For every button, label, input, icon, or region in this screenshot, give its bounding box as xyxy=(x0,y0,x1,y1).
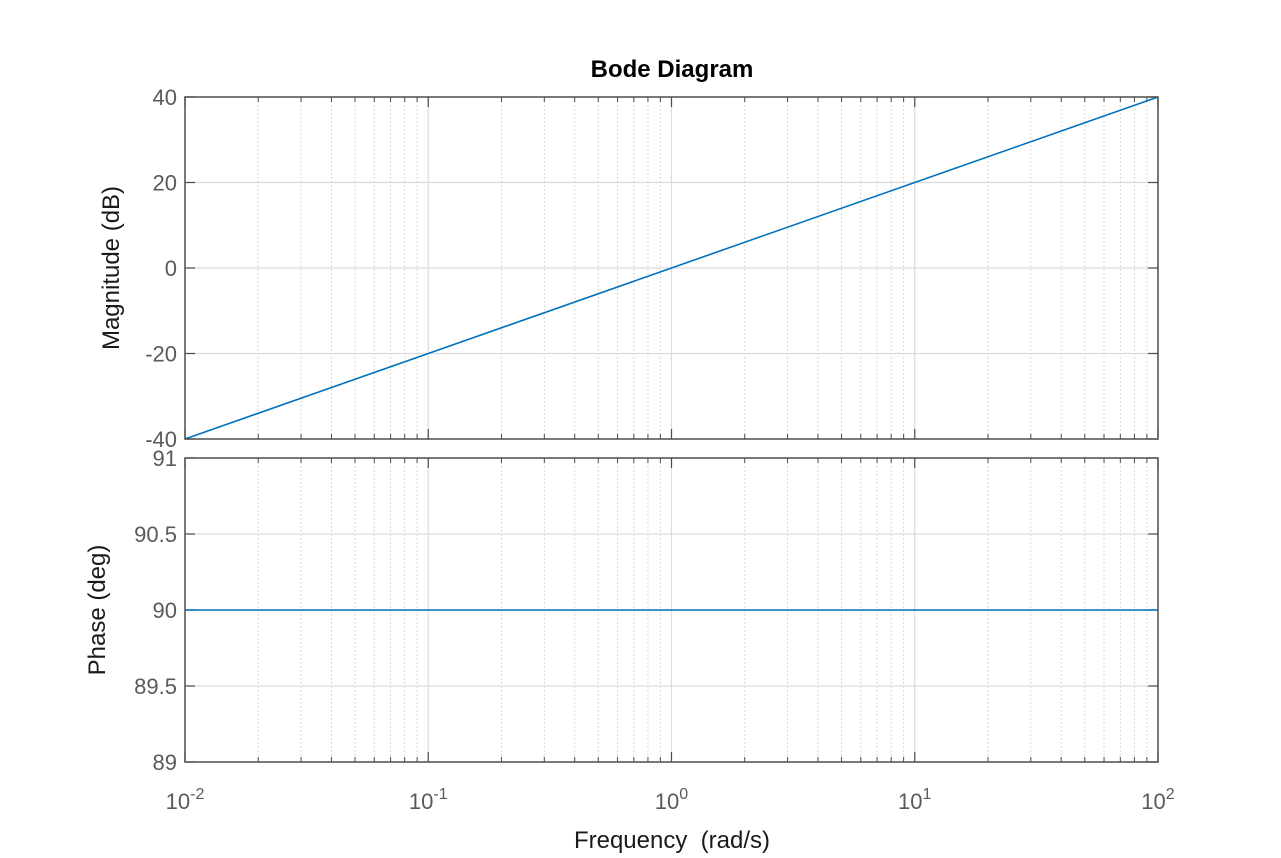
magnitude-ytick-label: 20 xyxy=(153,171,177,196)
phase-ytick-label: 89 xyxy=(153,750,177,775)
phase-xtick-label: 10-2 xyxy=(166,786,205,814)
magnitude-ytick-label: 40 xyxy=(153,85,177,110)
magnitude-ytick-label: 0 xyxy=(165,256,177,281)
magnitude-series-line xyxy=(184,96,1159,440)
phase-ytick-label: 90 xyxy=(153,598,177,623)
phase-ylabel: Phase (deg) xyxy=(84,545,111,676)
phase-xtick-label: 10-1 xyxy=(409,786,448,814)
phase-xtick-label: 100 xyxy=(655,786,688,814)
magnitude-axes-box xyxy=(184,96,1159,440)
magnitude-axes: 40 20 0 -20 -40 xyxy=(145,85,1159,452)
chart-title: Bode Diagram xyxy=(591,56,754,83)
phase-axes-box xyxy=(184,457,1159,763)
phase-ytick-label: 89.5 xyxy=(134,674,177,699)
magnitude-ylabel: Magnitude (dB) xyxy=(98,186,125,350)
phase-axes: 91 90.5 90 89.5 89 10-2 10-1 100 101 102 xyxy=(134,446,1175,814)
phase-ytick-label: 91 xyxy=(153,446,177,471)
frequency-xlabel: Frequency (rad/s) xyxy=(574,827,770,854)
phase-xtick-label: 101 xyxy=(898,786,931,814)
phase-ytick-label: 90.5 xyxy=(134,522,177,547)
magnitude-ytick-label: -20 xyxy=(145,342,177,367)
magnitude-ytick-label: -40 xyxy=(145,427,177,452)
phase-xtick-label: 102 xyxy=(1141,786,1174,814)
